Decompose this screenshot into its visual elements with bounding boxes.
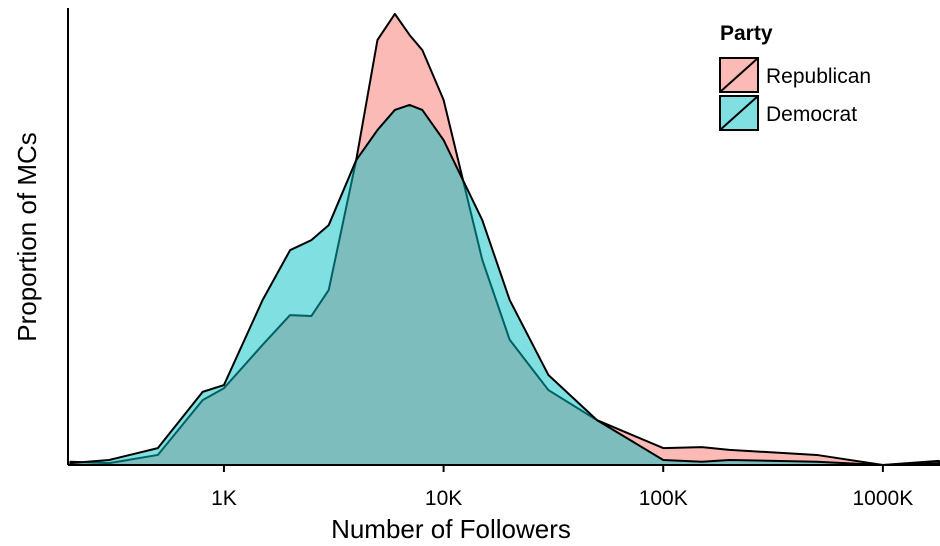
legend-swatch-line [719,95,759,131]
plot-area [69,12,940,466]
legend-label: Republican [766,65,871,88]
x-tick-label: 1000K [853,487,914,510]
legend-swatch-line [719,57,759,93]
legend-label: Democrat [766,103,857,126]
x-tick-label: 100K [639,487,688,510]
density-area [69,103,940,466]
x-tick-label: 10K [425,487,462,510]
y-axis-label: Proportion of MCs [12,132,42,342]
x-tick-label: 1K [211,487,237,510]
legend-title: Party [720,22,773,45]
x-axis-label: Number of Followers [331,514,571,544]
